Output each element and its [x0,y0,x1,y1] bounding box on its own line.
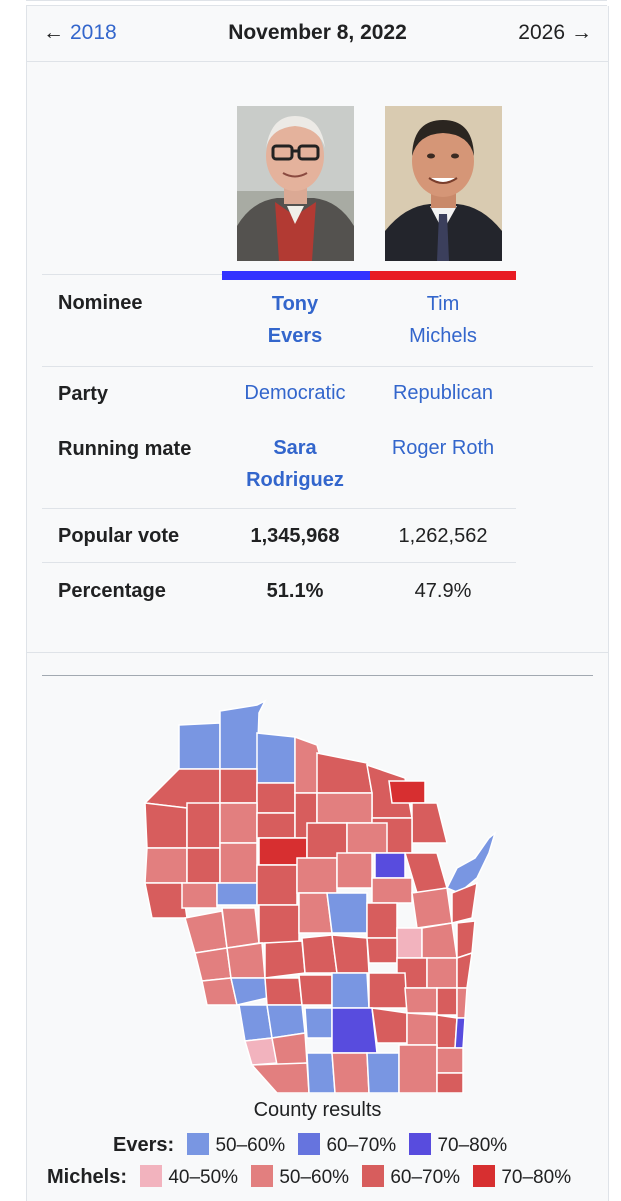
evers-party[interactable]: Democratic [244,382,346,404]
legend-swatch [362,1165,385,1187]
evers-mate-line2[interactable]: Rodriguez [246,469,344,491]
evers-legend-label: Evers: [113,1134,175,1156]
divider [42,562,516,563]
evers-running-mate[interactable]: Sara Rodriguez [222,432,368,496]
previous-year[interactable]: 2018 [70,21,117,44]
wisconsin-county-map[interactable] [27,653,608,1093]
candidate-infobox: Nominee Tony Evers Tim Michels Party Dem… [26,62,609,652]
legend-swatch [409,1133,432,1155]
legend-range: 50–60% [215,1135,286,1156]
divider [42,366,593,367]
county-results-section: County results Evers: 50–60% 60–70% 70–8… [26,652,609,1201]
legend-range: 40–50% [168,1167,239,1188]
michels-legend-label: Michels: [47,1166,128,1188]
top-border [26,0,607,6]
evers-legend: Evers: 50–60% 60–70% 70–80% [113,1133,515,1157]
election-navigation: ← 2018 November 8, 2022 2026 → [26,6,609,62]
section-divider [42,675,593,676]
evers-mate-line1[interactable]: Sara [273,437,317,459]
legend-swatch [298,1133,321,1155]
next-year[interactable]: 2026 [518,21,565,44]
michels-nominee[interactable]: Tim Michels [370,288,516,352]
map-caption: County results [253,1099,382,1121]
evers-popular-vote: 1,345,968 [250,525,340,547]
evers-nominee[interactable]: Tony Evers [222,288,368,352]
michels-percentage: 47.9% [414,580,472,602]
michels-legend: Michels: 40–50% 50–60% 60–70% 70–80% [47,1165,579,1189]
next-election-link[interactable]: 2026 → [518,21,592,45]
tim-michels-photo[interactable] [385,106,502,261]
percentage-label: Percentage [58,580,166,602]
legend-swatch [251,1165,274,1187]
michels-name-line1[interactable]: Tim [426,293,460,315]
party-label: Party [58,383,109,405]
legend-range: 60–70% [326,1135,397,1156]
republican-color-bar [370,271,516,280]
legend-range: 50–60% [279,1167,350,1188]
legend-range: 70–80% [501,1167,572,1188]
michels-popular-vote: 1,262,562 [398,525,488,547]
evers-percentage: 51.1% [266,580,324,602]
legend-swatch [140,1165,163,1187]
election-date: November 8, 2022 [228,21,407,44]
legend-range: 60–70% [390,1167,461,1188]
popular-vote-label: Popular vote [58,525,180,547]
legend-swatch [187,1133,210,1155]
evers-name-line2[interactable]: Evers [267,325,323,347]
legend-swatch [473,1165,496,1187]
right-arrow-icon: → [571,21,592,44]
divider [42,508,516,509]
left-arrow-icon: ← [43,21,64,44]
divider [42,274,222,275]
legend-range: 70–80% [437,1135,508,1156]
previous-election-link[interactable]: ← 2018 [43,21,117,45]
evers-name-line1[interactable]: Tony [271,293,319,315]
running-mate-label: Running mate [58,438,192,460]
nominee-label: Nominee [58,292,143,314]
tony-evers-photo[interactable] [237,106,354,261]
democratic-color-bar [222,271,370,280]
michels-party[interactable]: Republican [392,382,494,404]
michels-running-mate[interactable]: Roger Roth [391,437,495,459]
michels-name-line2[interactable]: Michels [409,325,477,347]
